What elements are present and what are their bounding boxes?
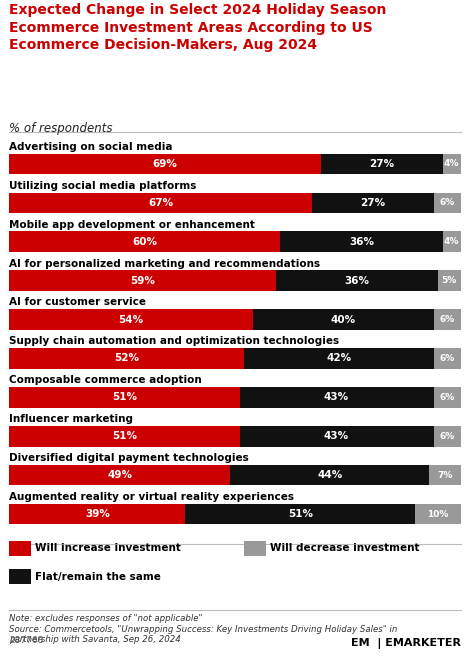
Bar [438, 270, 461, 291]
Text: 5%: 5% [442, 276, 457, 285]
Text: Augmented reality or virtual reality experiences: Augmented reality or virtual reality exp… [9, 492, 294, 502]
Text: 51%: 51% [112, 432, 137, 442]
Text: Note: excludes responses of "not applicable"
Source: Commercetools, "Unwrapping : Note: excludes responses of "not applica… [9, 614, 398, 644]
Text: Diversified digital payment technologies: Diversified digital payment technologies [9, 453, 249, 463]
Text: 6%: 6% [439, 354, 454, 363]
Bar [240, 387, 433, 407]
Bar [230, 465, 429, 486]
Text: 44%: 44% [317, 471, 342, 480]
Bar [185, 504, 415, 525]
Bar [9, 270, 275, 291]
Text: 39%: 39% [85, 509, 110, 519]
Bar [433, 349, 461, 368]
Bar [312, 192, 433, 213]
Text: Influencer marketing: Influencer marketing [9, 415, 133, 424]
Text: 43%: 43% [324, 432, 349, 442]
Text: AI for personalized marketing and recommendations: AI for personalized marketing and recomm… [9, 258, 321, 268]
Text: 287768: 287768 [9, 635, 44, 645]
Bar [9, 465, 230, 486]
Text: AI for customer service: AI for customer service [9, 297, 146, 308]
Bar [280, 231, 443, 252]
Text: 6%: 6% [439, 198, 454, 207]
Bar [253, 310, 433, 330]
Text: Will decrease investment: Will decrease investment [270, 543, 420, 554]
Text: Mobile app development or enhancement: Mobile app development or enhancement [9, 219, 255, 229]
Bar [9, 387, 240, 407]
Text: % of respondents: % of respondents [9, 122, 113, 135]
Bar [9, 154, 321, 174]
Bar [321, 154, 443, 174]
Bar [240, 426, 433, 447]
Text: 52%: 52% [114, 353, 139, 364]
Text: Utilizing social media platforms: Utilizing social media platforms [9, 181, 197, 190]
Text: 51%: 51% [288, 509, 313, 519]
Bar [433, 192, 461, 213]
Text: Flat/remain the same: Flat/remain the same [35, 571, 161, 582]
Text: 6%: 6% [439, 315, 454, 324]
Bar [433, 310, 461, 330]
Text: EM  | EMARKETER: EM | EMARKETER [351, 638, 461, 649]
Bar [415, 504, 461, 525]
Bar [9, 504, 185, 525]
Bar [9, 231, 280, 252]
Bar [443, 231, 461, 252]
Text: 4%: 4% [444, 237, 459, 246]
Text: 49%: 49% [108, 471, 133, 480]
Text: 54%: 54% [118, 314, 144, 324]
Text: 6%: 6% [439, 432, 454, 441]
Text: Expected Change in Select 2024 Holiday Season
Ecommerce Investment Areas Accordi: Expected Change in Select 2024 Holiday S… [9, 3, 387, 52]
Bar [9, 192, 312, 213]
Bar [275, 270, 438, 291]
Text: 7%: 7% [437, 471, 453, 480]
Bar [433, 426, 461, 447]
Bar [9, 349, 244, 368]
Text: 60%: 60% [132, 237, 157, 246]
Text: 69%: 69% [153, 159, 178, 169]
Text: Will increase investment: Will increase investment [35, 543, 181, 554]
Bar [9, 426, 240, 447]
Text: 51%: 51% [112, 393, 137, 403]
Text: 27%: 27% [360, 198, 385, 208]
Text: Supply chain automation and optimization technologies: Supply chain automation and optimization… [9, 336, 339, 347]
Text: 59%: 59% [130, 275, 155, 285]
Bar [433, 387, 461, 407]
Text: 40%: 40% [331, 314, 356, 324]
Bar [443, 154, 461, 174]
Text: 36%: 36% [345, 275, 369, 285]
Bar [9, 310, 253, 330]
Bar [429, 465, 461, 486]
Text: Advertising on social media: Advertising on social media [9, 142, 173, 152]
Bar [244, 349, 433, 368]
Text: 67%: 67% [148, 198, 173, 208]
Text: 43%: 43% [324, 393, 349, 403]
Text: 27%: 27% [369, 159, 394, 169]
Text: 4%: 4% [444, 159, 459, 168]
Text: Composable commerce adoption: Composable commerce adoption [9, 376, 202, 386]
Text: 42%: 42% [326, 353, 352, 364]
Text: 10%: 10% [427, 510, 449, 519]
Text: 36%: 36% [349, 237, 374, 246]
Text: 6%: 6% [439, 393, 454, 402]
